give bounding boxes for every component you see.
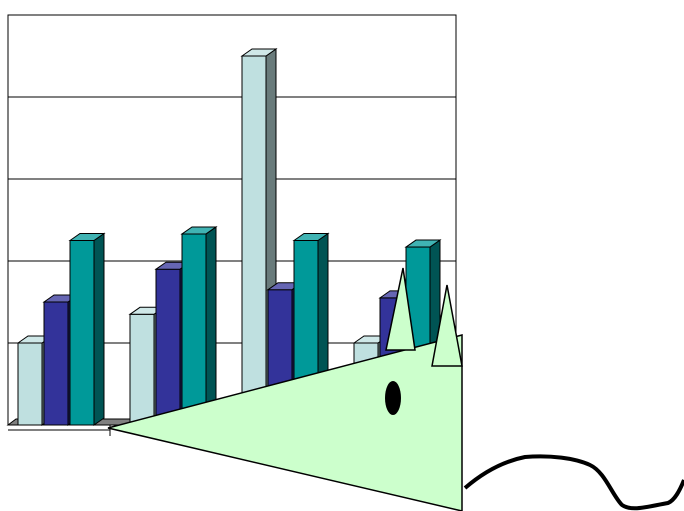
- mouse-tail: [463, 454, 684, 511]
- bar: [180, 225, 218, 426]
- mouse-eye: [385, 381, 401, 415]
- bar: [68, 232, 106, 426]
- mouse-body: [107, 334, 463, 511]
- mouse-ear-left: [385, 267, 416, 351]
- mouse-drawing: [107, 267, 684, 511]
- mouse-ear-right: [431, 284, 463, 367]
